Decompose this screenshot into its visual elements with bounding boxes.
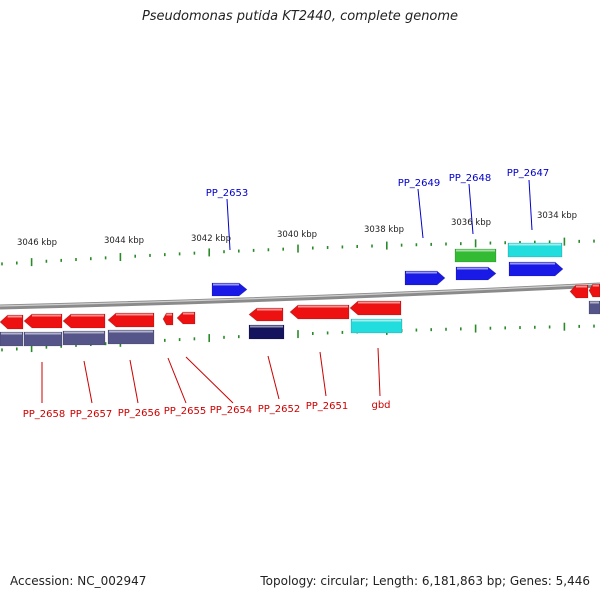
upper-scale-ticks xyxy=(1,237,595,267)
scale-label: 3038 kbp xyxy=(364,225,404,235)
gene-feature[interactable] xyxy=(248,324,285,340)
gene-label[interactable]: PP_2647 xyxy=(507,168,550,179)
gene-feature[interactable] xyxy=(176,311,196,325)
gene-feature[interactable] xyxy=(507,242,563,258)
gene-feature[interactable] xyxy=(588,300,600,315)
gene-feature[interactable] xyxy=(62,330,106,346)
accession-text: Accession: NC_002947 xyxy=(10,574,147,588)
gene-features xyxy=(0,242,600,347)
callout-line xyxy=(417,188,424,239)
gene-feature[interactable] xyxy=(248,307,284,322)
gene-feature[interactable] xyxy=(211,282,248,297)
genome-backbone-highlight xyxy=(0,283,600,307)
gene-label[interactable]: PP_2653 xyxy=(206,188,249,199)
gene-feature[interactable] xyxy=(0,314,24,330)
gene-feature[interactable] xyxy=(162,312,174,326)
callout-line xyxy=(226,198,231,251)
map-title: Pseudomonas putida KT2440, complete geno… xyxy=(141,9,459,24)
gene-label[interactable]: PP_2648 xyxy=(449,173,492,184)
gene-feature[interactable] xyxy=(289,304,350,320)
gene-label[interactable]: PP_2649 xyxy=(398,178,441,189)
callout-line xyxy=(167,357,187,404)
gene-feature[interactable] xyxy=(62,313,106,329)
gene-feature[interactable] xyxy=(107,329,155,345)
gene-feature[interactable] xyxy=(404,270,446,286)
gene-feature[interactable] xyxy=(23,331,63,347)
gene-label[interactable]: PP_2658 xyxy=(23,409,66,420)
callout-line xyxy=(267,355,280,400)
scale-label: 3042 kbp xyxy=(191,234,231,244)
gene-label[interactable]: PP_2652 xyxy=(258,404,301,415)
gene-label[interactable]: gbd xyxy=(371,400,390,411)
gene-label[interactable]: PP_2651 xyxy=(306,401,349,412)
scale-label: 3036 kbp xyxy=(451,218,491,228)
gene-callouts xyxy=(41,179,533,404)
callout-line xyxy=(83,360,93,404)
gene-feature[interactable] xyxy=(588,283,600,298)
callout-line xyxy=(129,359,139,404)
scale-labels: 3046 kbp 3044 kbp 3042 kbp 3040 kbp 3038 kbp… xyxy=(17,211,577,248)
genome-backbone xyxy=(0,282,600,310)
gene-feature[interactable] xyxy=(349,300,402,316)
scale-label: 3034 kbp xyxy=(537,211,577,221)
gene-label[interactable]: PP_2657 xyxy=(70,409,113,420)
gene-label[interactable]: PP_2656 xyxy=(118,408,161,419)
genome-summary-text: Topology: circular; Length: 6,181,863 bp… xyxy=(260,574,590,588)
gene-feature[interactable] xyxy=(0,331,24,347)
gene-label[interactable]: PP_2654 xyxy=(210,405,253,416)
gene-feature[interactable] xyxy=(23,313,63,329)
gene-label[interactable]: PP_2655 xyxy=(164,406,207,417)
scale-label: 3044 kbp xyxy=(104,236,144,246)
scale-label: 3040 kbp xyxy=(277,230,317,240)
upper-gene-labels: PP_2653 PP_2649 PP_2648 PP_2647 xyxy=(206,168,550,199)
callout-line xyxy=(528,179,533,231)
gene-feature[interactable] xyxy=(569,284,589,299)
lower-gene-labels: PP_2658 PP_2657 PP_2656 PP_2655 PP_2654 PP_26… xyxy=(23,400,391,420)
gene-feature[interactable] xyxy=(454,248,497,263)
gene-feature[interactable] xyxy=(107,312,155,328)
gene-feature[interactable] xyxy=(455,266,497,281)
scale-label: 3046 kbp xyxy=(17,238,57,248)
callout-line xyxy=(468,183,474,235)
callout-line xyxy=(377,347,381,397)
gene-feature[interactable] xyxy=(350,318,403,334)
callout-line xyxy=(185,356,234,404)
callout-line xyxy=(319,351,327,397)
gene-feature[interactable] xyxy=(508,261,564,277)
